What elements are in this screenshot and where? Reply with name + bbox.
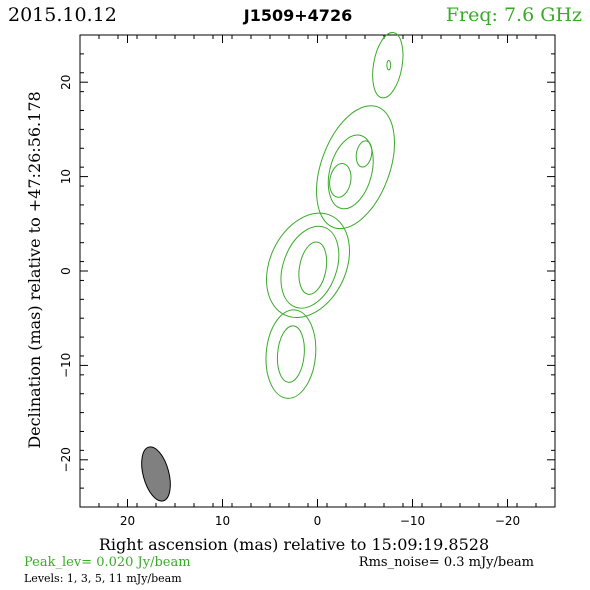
- frequency-label: Freq: 7.6 GHz: [446, 4, 582, 26]
- plot-area: 20 10 0 −10 −20 −20 −10 0 10 20: [59, 32, 556, 528]
- contour-outer-jet-1: [372, 32, 404, 99]
- x-tick-label: −20: [495, 514, 520, 528]
- contour-jet-knot-4: [355, 140, 373, 168]
- rms-noise: Rms_noise= 0.3 mJy/beam: [359, 555, 534, 570]
- x-tick-label: 10: [215, 514, 230, 528]
- contour-core-3: [298, 241, 328, 295]
- y-tick-label: 10: [59, 169, 73, 184]
- y-tick-label: −20: [59, 447, 73, 472]
- observation-date: 2015.10.12: [8, 4, 117, 26]
- y-tick-label: 0: [59, 267, 73, 275]
- plot-frame: [79, 34, 556, 508]
- beam-ellipse: [141, 446, 171, 502]
- y-axis-label: Declination (mas) relative to +47:26:56.…: [25, 91, 44, 448]
- x-tick-label: 0: [314, 514, 322, 528]
- contour-core-2: [280, 225, 340, 309]
- x-tick-label: 20: [120, 514, 135, 528]
- contour-jet-knot-3: [329, 163, 352, 198]
- contour-levels: Levels: 1, 3, 5, 11 mJy/beam: [24, 572, 182, 585]
- x-axis-label: Right ascension (mas) relative to 15:09:…: [99, 535, 489, 554]
- contour-outer-jet-2: [386, 59, 392, 71]
- contour-jet-knot-1: [316, 105, 395, 230]
- contour-southern-component-1: [265, 309, 317, 399]
- x-tick-label: −10: [400, 514, 425, 528]
- source-name: J1509+4726: [243, 6, 352, 25]
- contour-core-1: [266, 212, 350, 318]
- contour-southern-component-2: [276, 325, 305, 383]
- contour-jet-knot-2: [327, 134, 374, 210]
- y-tick-label: −10: [59, 353, 73, 378]
- peak-level: Peak_lev= 0.020 Jy/beam: [24, 555, 191, 570]
- y-tick-label: 20: [59, 75, 73, 90]
